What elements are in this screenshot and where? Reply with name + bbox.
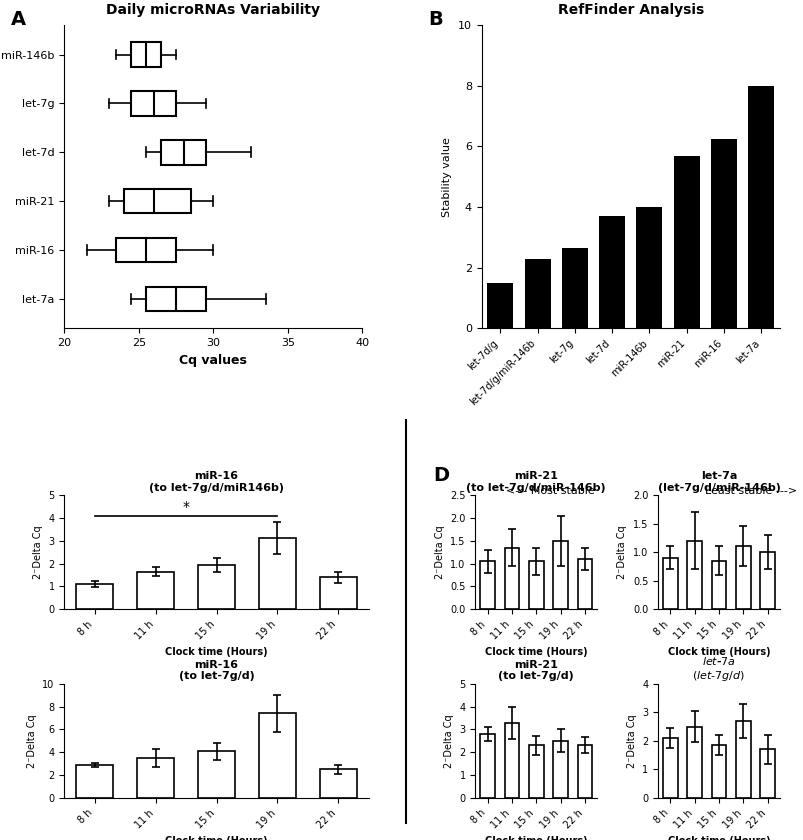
Bar [528, 561, 543, 609]
Bar [552, 541, 567, 609]
Title: RefFinder Analysis: RefFinder Analysis [557, 3, 703, 17]
Title: $\it{let}$-$\it{7a}$
$\it{(let\text{-}7g/d)}$: $\it{let}$-$\it{7a}$ $\it{(let\text{-}7g… [691, 655, 744, 684]
Bar [711, 745, 725, 798]
FancyBboxPatch shape [161, 140, 206, 165]
X-axis label: Clock time (Hours): Clock time (Hours) [165, 647, 267, 657]
Text: A: A [10, 10, 26, 29]
Bar [528, 745, 543, 798]
FancyBboxPatch shape [116, 238, 176, 262]
Bar [137, 571, 173, 609]
Y-axis label: 2⁻Delta Cq: 2⁻Delta Cq [617, 525, 626, 579]
FancyBboxPatch shape [131, 92, 176, 116]
Bar [577, 745, 592, 798]
X-axis label: Clock time (Hours): Clock time (Hours) [484, 836, 587, 840]
X-axis label: Clock time (Hours): Clock time (Hours) [484, 647, 587, 657]
X-axis label: Clock time (Hours): Clock time (Hours) [666, 647, 769, 657]
Y-axis label: 2⁻Delta Cq: 2⁻Delta Cq [626, 714, 636, 768]
Bar [760, 552, 774, 609]
Bar [137, 758, 173, 798]
FancyBboxPatch shape [131, 42, 161, 66]
Bar [710, 139, 736, 328]
Bar [735, 546, 750, 609]
Bar [479, 734, 495, 798]
Title: miR-21
(to let-7g/d/miR-146b): miR-21 (to let-7g/d/miR-146b) [466, 471, 605, 493]
Bar [259, 713, 296, 798]
Text: *: * [182, 500, 190, 514]
Bar [76, 765, 113, 798]
Bar [662, 738, 677, 798]
Title: miR-21
(to let-7g/d): miR-21 (to let-7g/d) [498, 660, 573, 681]
Y-axis label: 2⁻Delta Cq: 2⁻Delta Cq [434, 525, 444, 579]
FancyBboxPatch shape [124, 189, 191, 213]
Text: <--- Most stable: <--- Most stable [505, 486, 593, 496]
Bar [320, 769, 357, 798]
Title: let-7a
(let-7g/d/miR-146b): let-7a (let-7g/d/miR-146b) [657, 471, 780, 493]
Y-axis label: 2⁻Delta Cq: 2⁻Delta Cq [443, 714, 454, 768]
Bar [479, 561, 495, 609]
Title: Daily microRNAs Variability: Daily microRNAs Variability [106, 3, 320, 17]
Bar [504, 548, 519, 609]
Bar [198, 564, 234, 609]
FancyBboxPatch shape [146, 286, 206, 311]
Y-axis label: 2⁻Delta Cq: 2⁻Delta Cq [26, 714, 37, 768]
Bar [735, 721, 750, 798]
Bar [687, 727, 701, 798]
Y-axis label: 2⁻Delta Cq: 2⁻Delta Cq [33, 525, 43, 579]
Bar [320, 577, 357, 609]
Bar [687, 541, 701, 609]
Bar [561, 248, 587, 328]
X-axis label: Cq values: Cq values [179, 354, 247, 366]
Bar [760, 749, 774, 798]
Title: miR-16
(to let-7g/d): miR-16 (to let-7g/d) [178, 660, 254, 681]
X-axis label: Clock time (Hours): Clock time (Hours) [666, 836, 769, 840]
Bar [673, 155, 699, 328]
Bar [636, 207, 662, 328]
Title: miR-16
(to let-7g/d/miR146b): miR-16 (to let-7g/d/miR146b) [149, 471, 283, 493]
Text: D: D [432, 466, 448, 486]
Bar [711, 560, 725, 609]
Bar [487, 283, 513, 328]
X-axis label: Clock time (Hours): Clock time (Hours) [165, 836, 267, 840]
Bar [598, 216, 625, 328]
Bar [577, 559, 592, 609]
Y-axis label: Stability value: Stability value [442, 137, 452, 217]
Bar [552, 741, 567, 798]
Bar [198, 751, 234, 798]
Bar [504, 722, 519, 798]
Bar [76, 584, 113, 609]
Bar [259, 538, 296, 609]
Bar [662, 558, 677, 609]
Text: B: B [427, 10, 442, 29]
Text: Least stable --->: Least stable ---> [704, 486, 797, 496]
Bar [524, 259, 550, 328]
Bar [748, 86, 773, 328]
